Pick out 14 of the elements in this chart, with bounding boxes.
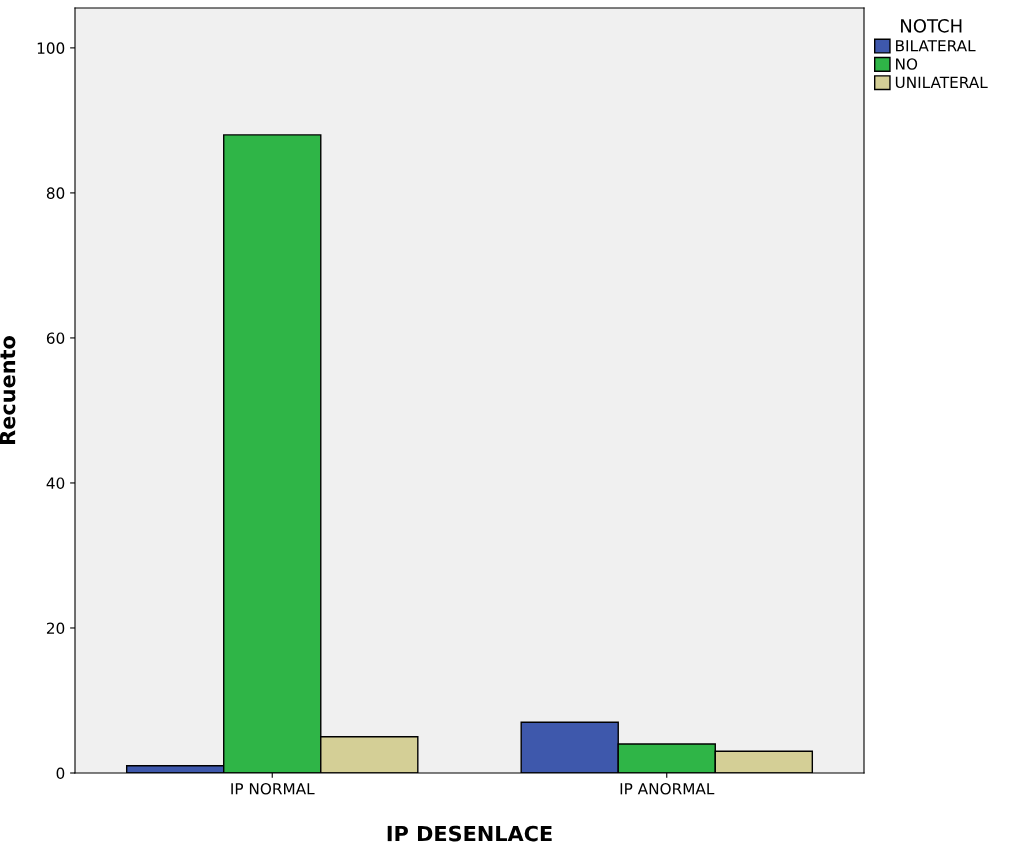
legend-label: UNILATERAL [895, 76, 988, 89]
x-axis-title: IP DESENLACE [387, 825, 552, 842]
legend-label: BILATERAL [896, 40, 976, 52]
legend-title: NOTCH [901, 19, 962, 33]
y-tick-label: 20 [46, 622, 65, 634]
y-tick-label: 80 [46, 187, 65, 199]
y-tick-label: 100 [37, 42, 65, 54]
legend-label: NO [896, 58, 918, 70]
x-tick-label: IP NORMAL [231, 782, 315, 795]
y-tick-label: 60 [46, 332, 65, 344]
y-tick-label: 40 [46, 477, 65, 489]
x-tick-label: IP ANORMAL [620, 782, 715, 795]
y-tick-label: 0 [56, 767, 65, 780]
y-axis-title: Recuento [0, 336, 16, 444]
